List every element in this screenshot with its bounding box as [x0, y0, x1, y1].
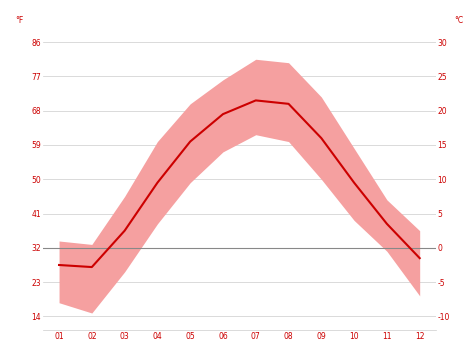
Text: °C: °C	[455, 16, 464, 26]
Text: °F: °F	[15, 16, 23, 26]
